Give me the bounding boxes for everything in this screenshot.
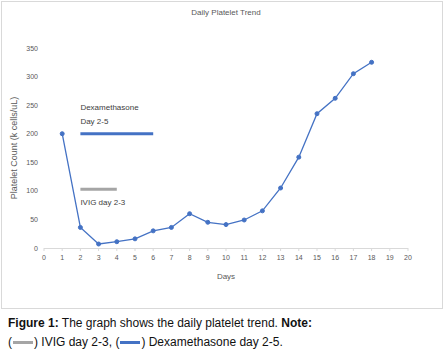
x-tick bbox=[371, 248, 372, 251]
x-axis-label: Days bbox=[217, 272, 235, 281]
caption-swatch bbox=[13, 341, 33, 344]
x-tick bbox=[189, 248, 190, 251]
x-tick-label: 1 bbox=[60, 254, 64, 261]
annotation-label: IVIG day 2-3 bbox=[80, 198, 125, 207]
x-tick-label: 3 bbox=[97, 254, 101, 261]
y-tick-label: 50 bbox=[30, 216, 38, 223]
treatment-bar bbox=[80, 188, 116, 191]
x-tick bbox=[317, 248, 318, 251]
caption-text: The graph shows the daily platelet trend… bbox=[62, 316, 278, 330]
data-point bbox=[370, 60, 374, 64]
y-tick bbox=[41, 190, 44, 191]
x-tick bbox=[408, 248, 409, 251]
x-tick bbox=[244, 248, 245, 251]
x-tick-label: 11 bbox=[241, 254, 248, 261]
data-point bbox=[351, 72, 355, 76]
data-point bbox=[97, 242, 101, 246]
x-tick-label: 20 bbox=[404, 254, 412, 261]
series-line bbox=[62, 62, 371, 244]
data-point bbox=[333, 96, 337, 100]
x-tick-label: 7 bbox=[169, 254, 173, 261]
x-tick bbox=[116, 248, 117, 251]
chart-title: Daily Platelet Trend bbox=[191, 8, 260, 17]
x-tick-label: 15 bbox=[313, 254, 321, 261]
data-point bbox=[60, 132, 64, 136]
caption-text: Note: bbox=[281, 316, 312, 330]
x-tick bbox=[135, 248, 136, 251]
caption-swatch bbox=[120, 341, 140, 344]
x-tick-label: 16 bbox=[331, 254, 339, 261]
y-axis-label: Platelet Count (k cells/uL) bbox=[9, 97, 19, 200]
x-tick bbox=[353, 248, 354, 251]
x-tick-label: 19 bbox=[386, 254, 394, 261]
data-point bbox=[279, 186, 283, 190]
caption-text: ( bbox=[8, 335, 12, 349]
x-tick bbox=[262, 248, 263, 251]
x-tick bbox=[280, 248, 281, 251]
data-point bbox=[315, 112, 319, 116]
y-tick-label: 350 bbox=[26, 45, 38, 52]
x-tick bbox=[226, 248, 227, 251]
y-tick-label: 100 bbox=[26, 187, 38, 194]
x-tick bbox=[335, 248, 336, 251]
x-tick-label: 12 bbox=[259, 254, 267, 261]
data-point bbox=[260, 209, 264, 213]
x-tick-label: 18 bbox=[368, 254, 376, 261]
annotation-label: Day 2-5 bbox=[80, 117, 109, 126]
x-tick-label: 6 bbox=[151, 254, 155, 261]
data-point bbox=[206, 220, 210, 224]
x-tick-label: 5 bbox=[133, 254, 137, 261]
x-tick-label: 14 bbox=[295, 254, 303, 261]
y-tick bbox=[41, 76, 44, 77]
y-tick bbox=[41, 133, 44, 134]
plot-area bbox=[60, 60, 373, 246]
data-point bbox=[133, 237, 137, 241]
y-tick bbox=[41, 219, 44, 220]
caption-text: ) IVIG day 2-3, bbox=[34, 335, 112, 349]
caption-text: ) Dexamethasone day 2-5. bbox=[141, 335, 282, 349]
x-tick bbox=[389, 248, 390, 251]
y-tick-label: 0 bbox=[34, 245, 38, 252]
data-point bbox=[151, 229, 155, 233]
data-point bbox=[169, 225, 173, 229]
x-tick-label: 8 bbox=[188, 254, 192, 261]
data-point bbox=[297, 155, 301, 159]
x-tick bbox=[298, 248, 299, 251]
caption-text: Figure 1: bbox=[8, 316, 59, 330]
annotation-label: Dexamethasone bbox=[80, 103, 139, 112]
x-tick-label: 4 bbox=[115, 254, 119, 261]
x-tick bbox=[80, 248, 81, 251]
data-point bbox=[224, 223, 228, 227]
x-tick bbox=[207, 248, 208, 251]
treatment-bar bbox=[80, 132, 153, 135]
caption-text: ( bbox=[115, 335, 119, 349]
x-tick bbox=[153, 248, 154, 251]
x-tick bbox=[62, 248, 63, 251]
data-point bbox=[242, 218, 246, 222]
data-point bbox=[188, 212, 192, 216]
y-tick-label: 150 bbox=[26, 159, 38, 166]
data-point bbox=[115, 240, 119, 244]
y-tick-label: 300 bbox=[26, 73, 38, 80]
y-tick bbox=[41, 162, 44, 163]
x-tick-label: 13 bbox=[277, 254, 285, 261]
x-tick-label: 2 bbox=[78, 254, 82, 261]
x-tick bbox=[44, 248, 45, 251]
x-tick-label: 9 bbox=[206, 254, 210, 261]
x-tick-label: 17 bbox=[350, 254, 358, 261]
chart-frame bbox=[2, 2, 443, 309]
x-tick-label: 0 bbox=[42, 254, 46, 261]
y-tick bbox=[41, 105, 44, 106]
data-point bbox=[78, 225, 82, 229]
y-tick bbox=[41, 48, 44, 49]
y-tick-label: 200 bbox=[26, 130, 38, 137]
x-tick bbox=[98, 248, 99, 251]
x-tick-label: 10 bbox=[222, 254, 230, 261]
caption: Figure 1: The graph shows the daily plat… bbox=[8, 314, 438, 352]
y-tick-label: 250 bbox=[26, 102, 38, 109]
x-tick bbox=[171, 248, 172, 251]
